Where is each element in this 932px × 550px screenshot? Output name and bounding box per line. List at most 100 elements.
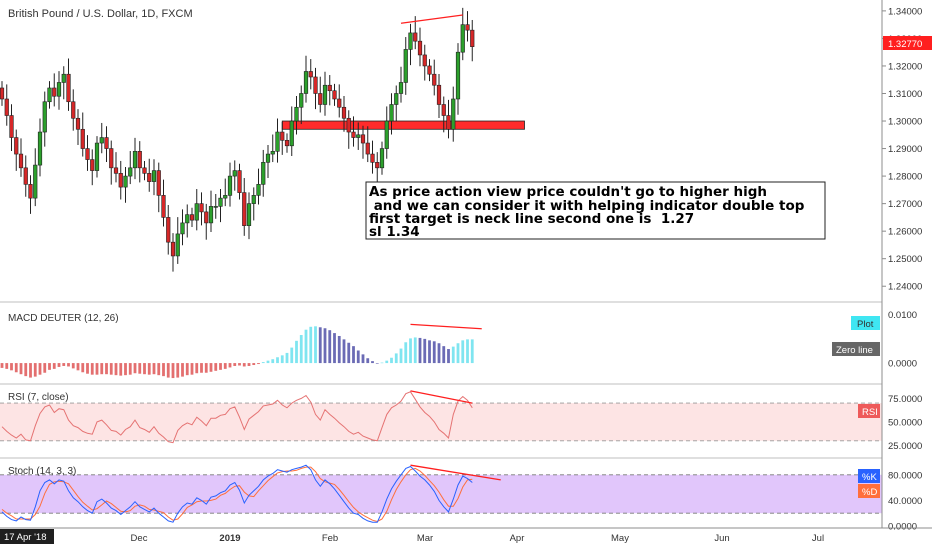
candle (289, 106, 294, 156)
price-tick: 1.27000 (888, 199, 922, 210)
candle (47, 81, 52, 109)
candle (218, 189, 223, 223)
macd-bar (143, 363, 146, 375)
macd-bar (451, 346, 455, 364)
candle (470, 19, 475, 62)
svg-text:Zero line: Zero line (836, 345, 873, 356)
macd-bar (5, 363, 9, 369)
time-label: 2019 (219, 533, 240, 544)
macd-pane[interactable]: MACD DEUTER (12, 26) (0, 313, 482, 379)
time-axis[interactable]: Dec 2019 Feb Mar Apr May Jun Jul 17 Apr '18 (0, 527, 932, 544)
candle (375, 152, 380, 183)
svg-text:RSI: RSI (862, 407, 878, 418)
macd-bar (29, 363, 32, 378)
stoch-tick: 80.0000 (888, 470, 922, 481)
macd-bar (290, 347, 294, 364)
macd-bar (38, 363, 42, 375)
candle (18, 138, 24, 177)
support-zone[interactable] (281, 120, 525, 130)
last-price-badge: 1.32770 (883, 36, 932, 50)
macd-bar (128, 363, 132, 375)
macd-bar (361, 354, 365, 364)
stoch-d-badge: %D (858, 484, 880, 498)
candle (213, 193, 218, 219)
price-tick: 1.31000 (888, 89, 922, 100)
macd-bar (442, 346, 446, 364)
macd-bar (394, 353, 398, 364)
candle (256, 168, 261, 205)
time-label: Feb (322, 533, 338, 544)
candle (455, 43, 461, 115)
candle (33, 148, 38, 207)
annotation-line-3: first target is neck line second one is … (369, 211, 694, 227)
rsi-pane[interactable]: RSI (7, close) (0, 390, 882, 444)
annotation-box[interactable]: As price action view price couldn't go t… (365, 181, 826, 240)
candle (142, 160, 147, 181)
macd-bar (409, 338, 412, 364)
candle (237, 163, 242, 200)
candle (80, 112, 85, 157)
macd-bar (152, 363, 156, 375)
macd-bar (271, 359, 275, 364)
rsi-title: RSI (7, close) (8, 392, 69, 403)
time-label: Jul (812, 533, 824, 544)
time-label: May (611, 533, 629, 544)
candle (370, 140, 375, 174)
candle (432, 59, 437, 96)
macd-bar (67, 363, 70, 367)
macd-bar (299, 335, 303, 364)
time-axis-labels: Dec 2019 Feb Mar Apr May Jun Jul (131, 533, 825, 544)
price-pane[interactable]: British Pound / U.S. Dollar, 1D, FXCM As… (0, 7, 826, 272)
candle (227, 162, 233, 207)
macd-bar (190, 363, 194, 375)
candle (417, 27, 423, 67)
macd-bar (447, 349, 450, 364)
macd-bar (119, 363, 123, 376)
candle (75, 109, 81, 145)
stoch-pane[interactable]: Stoch (14, 3, 3) (0, 464, 882, 523)
svg-text:Plot: Plot (857, 319, 874, 330)
annotation-line-4: sl 1.34 (369, 224, 420, 240)
candle (90, 149, 95, 186)
macd-bar (86, 363, 89, 374)
annotation-line-2: and we can consider it with helping indi… (369, 198, 805, 214)
candle (109, 140, 114, 185)
candle (356, 122, 361, 150)
candle (94, 136, 100, 178)
rsi-resistance-line (410, 390, 473, 404)
candle (398, 66, 404, 103)
rsi-axis-ticks: 75.0000 50.0000 25.0000 (888, 394, 922, 452)
stoch-k-badge: %K (858, 469, 880, 483)
candle (85, 135, 90, 171)
stoch-k-line (1, 464, 473, 523)
price-tick: 1.34000 (888, 6, 922, 17)
price-tick: 1.28000 (888, 172, 922, 183)
macd-bar (200, 363, 203, 373)
stoch-tick: 40.0000 (888, 496, 922, 507)
candle (118, 160, 123, 200)
rsi-tick: 75.0000 (888, 394, 922, 405)
macd-bar (219, 363, 222, 370)
candles (0, 7, 475, 272)
price-tick: 1.29000 (888, 144, 922, 155)
macd-bar (323, 328, 327, 364)
macd-bar (195, 363, 199, 374)
candle (389, 93, 394, 135)
candle (242, 178, 247, 236)
candle (180, 209, 185, 246)
macd-bar (285, 352, 289, 364)
macd-bar (356, 350, 360, 364)
candle (137, 141, 142, 183)
candle (61, 66, 66, 100)
macd-bar (257, 363, 260, 365)
candle (56, 71, 62, 110)
candle (123, 167, 128, 203)
candle (422, 44, 427, 81)
resistance-line[interactable] (400, 14, 463, 24)
candle (332, 83, 337, 106)
macd-bar (162, 363, 165, 377)
candle (194, 189, 199, 231)
price-axis[interactable]: 1.340001.330001.320001.310001.300001.290… (881, 0, 932, 533)
candle (161, 179, 166, 227)
